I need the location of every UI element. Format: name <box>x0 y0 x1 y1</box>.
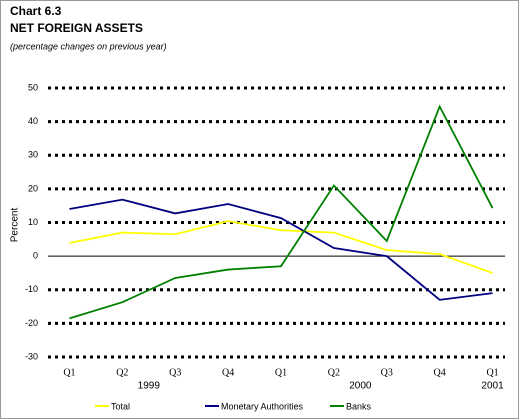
x-tick-label: Q1 <box>63 367 75 378</box>
x-tick-label: Q3 <box>169 367 181 378</box>
chart-note: (percentage changes on previous year) <box>10 41 167 51</box>
x-group-label: 1999 <box>138 381 161 392</box>
x-group-label: 2000 <box>349 381 372 392</box>
series-line <box>69 198 493 301</box>
x-tick-label: Q2 <box>116 367 128 378</box>
y-axis-label: Percent <box>10 208 21 243</box>
y-tick-label: 20 <box>28 183 38 193</box>
y-tick-label: -10 <box>25 284 38 294</box>
series-line <box>69 104 494 320</box>
chart-title: Chart 6.3 <box>10 4 62 18</box>
x-tick-label: Q1 <box>486 367 498 378</box>
x-group-label: 2001 <box>481 381 504 392</box>
legend-label: Banks <box>346 401 372 411</box>
y-tick-label: 10 <box>28 217 38 227</box>
y-tick-label: 40 <box>28 116 38 126</box>
series-line <box>69 220 493 274</box>
y-tick-label: 0 <box>33 251 38 261</box>
x-tick-label: Q3 <box>381 367 393 378</box>
legend-label: Total <box>111 401 130 411</box>
chart-subtitle: NET FOREIGN ASSETS <box>10 21 143 35</box>
y-tick-label: -30 <box>25 351 38 361</box>
x-tick-label: Q4 <box>434 367 446 378</box>
y-tick-label: -20 <box>25 318 38 328</box>
x-tick-label: Q2 <box>328 367 340 378</box>
legend-label: Monetary Authorities <box>221 401 304 411</box>
x-tick-label: Q1 <box>275 367 287 378</box>
x-tick-label: Q4 <box>222 367 234 378</box>
y-tick-label: 50 <box>28 82 38 92</box>
y-tick-label: 30 <box>28 150 38 160</box>
